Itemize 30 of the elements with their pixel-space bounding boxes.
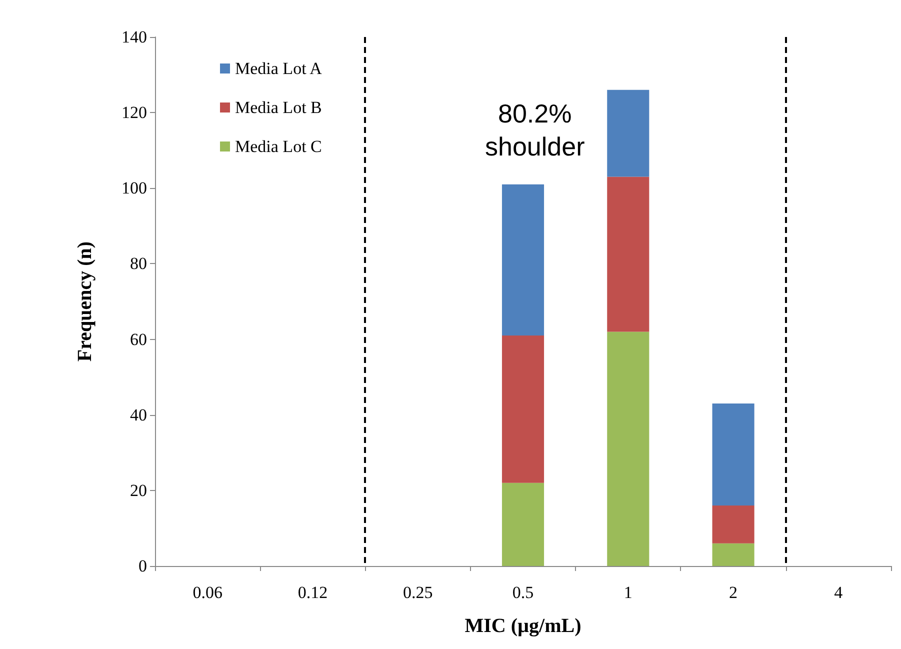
y-tick-label: 0 — [138, 556, 147, 576]
legend-label: Media Lot B — [235, 98, 322, 117]
x-tick-label: 0.12 — [298, 583, 328, 602]
y-tick-label: 60 — [130, 330, 147, 349]
bar — [712, 404, 754, 506]
x-axis-title: MIC (µg/mL) — [464, 615, 582, 637]
bar — [502, 184, 544, 336]
legend-label: Media Lot C — [235, 137, 322, 156]
x-tick-label: 0.06 — [192, 583, 222, 602]
y-tick-label: 120 — [122, 103, 147, 122]
y-tick-label: 20 — [130, 480, 147, 500]
bar — [712, 506, 754, 544]
y-tick-label: 100 — [122, 178, 147, 198]
x-tick-label: 0.5 — [512, 583, 534, 602]
y-tick-label: 140 — [122, 28, 147, 46]
y-tick-label: 40 — [130, 405, 147, 424]
bar — [607, 90, 650, 177]
bar — [607, 332, 650, 566]
bar — [712, 543, 754, 566]
legend-label: Media Lot A — [235, 59, 323, 78]
y-tick-label: 80 — [130, 254, 147, 274]
x-tick-label: 4 — [834, 583, 844, 602]
annotation: 80.2% shoulder — [485, 98, 586, 162]
bar — [607, 176, 650, 332]
x-tick-label: 2 — [729, 583, 738, 602]
x-tick-label: 0.25 — [402, 583, 433, 602]
y-axis-title: Frequency (n) — [74, 241, 96, 362]
bar — [502, 336, 544, 483]
x-tick-label: 1 — [624, 583, 632, 602]
bar — [502, 482, 544, 566]
